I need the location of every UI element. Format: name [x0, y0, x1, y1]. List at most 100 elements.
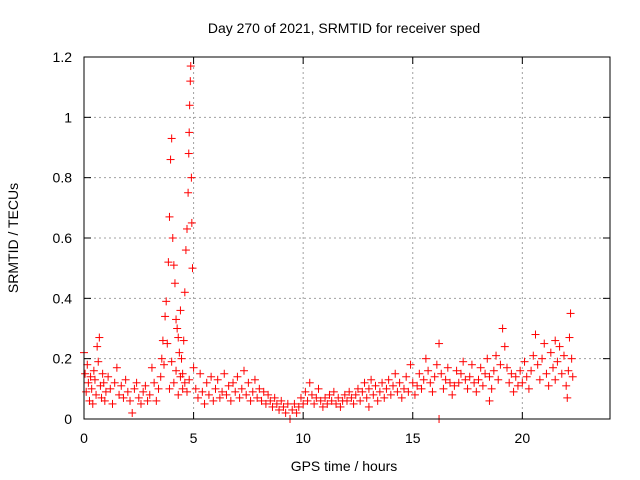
data-point — [173, 324, 182, 333]
data-point — [430, 372, 439, 381]
data-point — [327, 396, 336, 405]
data-point — [567, 354, 576, 363]
data-point — [364, 384, 373, 393]
data-point — [321, 393, 330, 402]
data-point — [446, 378, 455, 387]
data-point — [399, 384, 408, 393]
data-point — [485, 372, 494, 381]
data-point — [334, 393, 343, 402]
data-point — [356, 396, 365, 405]
data-point — [179, 336, 188, 345]
data-point — [518, 378, 527, 387]
data-point — [463, 384, 472, 393]
data-point — [257, 396, 266, 405]
data-point — [415, 369, 424, 378]
data-point — [165, 212, 174, 221]
data-point — [130, 384, 139, 393]
data-point — [384, 375, 393, 384]
data-point — [498, 324, 507, 333]
data-point — [389, 381, 398, 390]
data-point — [472, 387, 481, 396]
data-point — [456, 369, 465, 378]
y-tick-label: 0 — [64, 411, 72, 427]
data-point — [156, 372, 165, 381]
x-tick-labels: 0 5 10 15 20 — [80, 430, 530, 446]
data-point — [128, 408, 137, 417]
data-point — [483, 354, 492, 363]
data-point — [226, 396, 235, 405]
data-point — [253, 393, 262, 402]
data-point — [198, 387, 207, 396]
data-point — [224, 381, 233, 390]
data-point — [351, 390, 360, 399]
x-axis-label: GPS time / hours — [291, 458, 398, 474]
data-point — [397, 393, 406, 402]
y-tick-labels: 0 0.2 0.4 0.6 0.8 1 1.2 — [53, 49, 73, 427]
data-point — [343, 396, 351, 405]
data-point — [98, 369, 107, 378]
data-point — [167, 134, 176, 143]
data-point — [235, 393, 244, 402]
data-point — [268, 402, 277, 411]
data-point — [378, 378, 387, 387]
data-point — [176, 306, 185, 315]
data-point — [540, 339, 549, 348]
data-point — [347, 393, 356, 402]
data-point — [564, 366, 573, 375]
data-point — [185, 101, 194, 110]
data-point — [402, 372, 411, 381]
data-point — [187, 173, 196, 182]
data-point — [520, 357, 529, 366]
y-tick-label: 1.2 — [53, 49, 73, 65]
data-point — [555, 342, 564, 351]
data-point — [172, 366, 181, 375]
data-point — [511, 372, 520, 381]
data-point — [220, 369, 229, 378]
data-point — [110, 378, 119, 387]
data-point — [310, 399, 319, 408]
data-point — [168, 234, 177, 242]
data-point — [329, 387, 338, 396]
data-point — [174, 333, 183, 342]
data-point — [213, 375, 222, 384]
data-point — [305, 378, 314, 387]
data-point — [358, 387, 367, 396]
data-point — [93, 342, 102, 351]
data-point — [200, 399, 209, 408]
data-point — [323, 399, 332, 408]
data-point — [542, 369, 551, 378]
data-point — [191, 384, 200, 393]
data-point — [489, 366, 498, 375]
data-point — [83, 360, 92, 369]
data-point — [132, 378, 141, 387]
data-point — [529, 351, 538, 360]
data-point — [373, 396, 382, 405]
data-point — [175, 348, 184, 357]
data-point — [349, 399, 358, 408]
data-point — [307, 390, 316, 399]
data-point — [299, 399, 308, 408]
data-point — [487, 384, 496, 393]
data-point — [193, 393, 202, 402]
y-tick-label: 0.2 — [53, 351, 73, 367]
data-point — [568, 372, 577, 381]
data-point — [161, 312, 170, 321]
data-point — [174, 390, 183, 399]
data-point — [183, 224, 192, 233]
y-tick-label: 0.4 — [53, 290, 73, 306]
data-point — [266, 396, 275, 405]
data-point — [177, 354, 186, 363]
data-point — [204, 390, 213, 399]
y-tick-label: 1 — [64, 109, 72, 125]
data-point — [154, 384, 163, 393]
data-point — [391, 369, 400, 378]
data-point — [386, 390, 395, 399]
data-point — [318, 402, 327, 411]
data-points — [80, 62, 577, 423]
data-point — [90, 375, 99, 384]
data-point — [218, 387, 227, 396]
grid-lines — [84, 57, 610, 419]
data-point — [432, 360, 441, 369]
data-point — [172, 315, 181, 324]
data-point — [340, 390, 349, 399]
